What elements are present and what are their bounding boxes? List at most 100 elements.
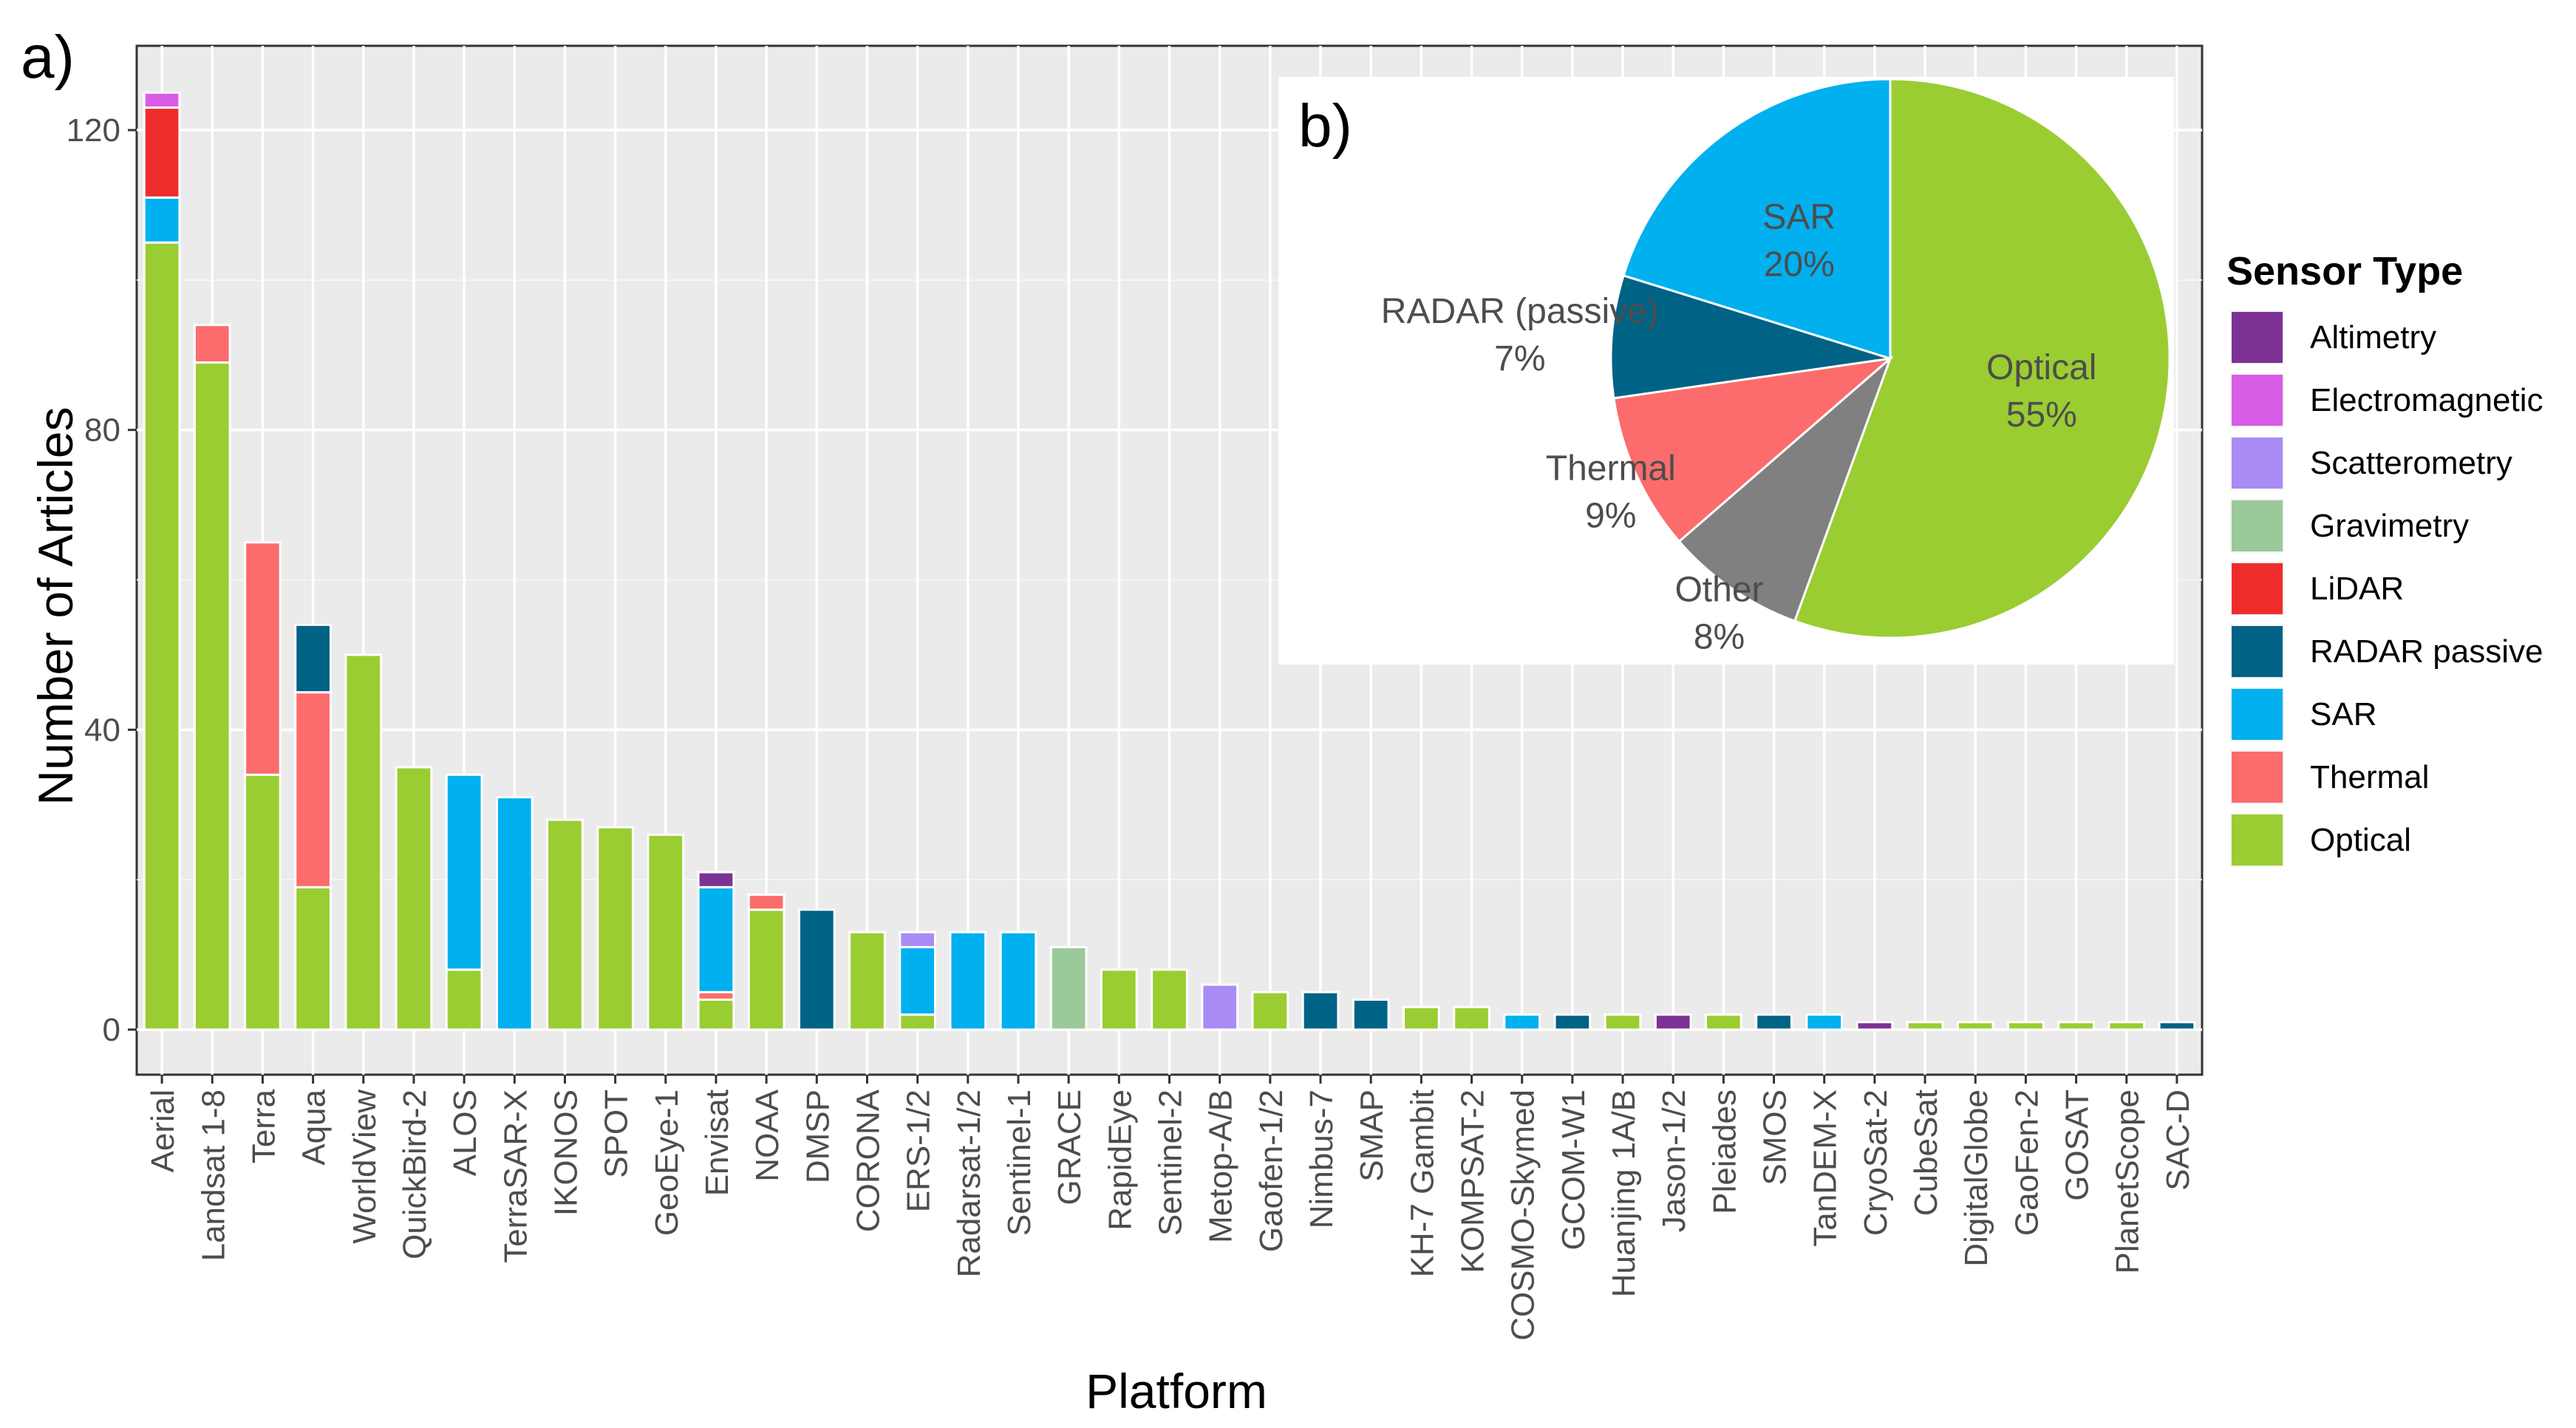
x-tick-label: PlanetScope (2110, 1089, 2146, 1274)
bar-segment-grace-gravimetry (1049, 945, 1088, 1031)
bar-segment-landsat-1-8-thermal (193, 324, 231, 364)
x-tick-label: Metop-A/B (1203, 1089, 1239, 1243)
panel-b-label: b) (1298, 92, 1352, 160)
bar-segment-envisat-thermal (697, 990, 735, 1001)
bar-segment-aqua-radar_passive (294, 623, 332, 694)
x-tick-label: Huanjing 1A/B (1606, 1089, 1642, 1297)
bar-segment-landsat-1-8-optical (193, 361, 231, 1031)
bar-segment-aerial-optical (143, 241, 181, 1031)
bar-segment-kh-7-gambit-optical (1402, 1006, 1440, 1031)
legend-swatch-radar_passive (2232, 626, 2283, 677)
bar-segment-ikonos-optical (546, 818, 584, 1031)
bar-segment-noaa-thermal (747, 893, 786, 911)
bar-segment-huanjing-1a-b-optical (1604, 1013, 1642, 1031)
bar-segment-tandem-x-sar (1805, 1013, 1844, 1031)
x-tick-label: GOSAT (2059, 1089, 2096, 1201)
pie-label-thermal: Thermal (1546, 449, 1676, 489)
bar-segment-pleiades-optical (1705, 1013, 1742, 1031)
bar-segment-gaofen-2-optical (2007, 1021, 2045, 1031)
bar-segment-aerial-sar (143, 196, 181, 244)
pie-percent-optical: 55% (2006, 395, 2077, 435)
bar-segment-kompsat-2-optical (1453, 1006, 1490, 1031)
bar-segment-alos-sar (445, 773, 483, 971)
pie-slice-optical (1793, 78, 2171, 639)
legend-label-electromagnetic: Electromagnetic (2310, 382, 2543, 418)
x-tick-label: Nimbus-7 (1304, 1089, 1340, 1228)
legend-swatch-thermal (2232, 752, 2283, 803)
y-tick-label: 40 (84, 712, 120, 748)
x-tick-label: Aqua (296, 1089, 333, 1165)
legend: Altimetry Electromagnetic Scatterometry Gra… (2230, 310, 2543, 867)
bar-segment-terra-thermal (244, 541, 282, 776)
x-tick-label: WorldView (347, 1089, 383, 1244)
x-tick-label: KOMPSAT-2 (1455, 1089, 1491, 1274)
x-tick-label: CORONA (850, 1089, 886, 1232)
x-tick-label: Pleiades (1706, 1089, 1742, 1214)
pie-percent-radar_passive: 7% (1494, 339, 1545, 378)
bar-segment-aerial-electromagnetic (143, 91, 181, 109)
legend-label-altimetry: Altimetry (2310, 319, 2436, 356)
x-tick-label: QuickBird-2 (397, 1089, 433, 1259)
bar-segment-rapideye-optical (1100, 968, 1138, 1031)
legend-label-gravimetry: Gravimetry (2310, 508, 2469, 544)
bar-segment-worldview-optical (344, 653, 383, 1031)
legend-label-radar_passive: RADAR passive (2310, 633, 2543, 670)
panel-a-label: a) (21, 24, 75, 91)
bar-segment-aqua-optical (294, 885, 332, 1031)
bars (143, 91, 2196, 1031)
legend-swatch-gravimetry (2232, 500, 2283, 551)
x-tick-label: GaoFen-2 (2008, 1089, 2045, 1236)
legend-label-optical: Optical (2310, 822, 2411, 858)
x-tick-label: Envisat (699, 1089, 735, 1196)
bar-segment-noaa-optical (747, 908, 786, 1031)
x-tick-label: Sentinel-2 (1153, 1089, 1189, 1236)
x-tick-label: COSMO-Skymed (1505, 1089, 1541, 1341)
bar-segment-geoeye-1-optical (647, 833, 685, 1031)
bar-segment-envisat-altimetry (697, 871, 735, 888)
bar-segment-spot-optical (596, 826, 634, 1031)
bar-segment-aqua-thermal (294, 691, 332, 888)
y-axis-title: Number of Articles (28, 407, 83, 805)
bar-segment-ers-1-2-scatterometry (899, 931, 937, 948)
x-tick-label: ALOS (447, 1089, 483, 1176)
x-tick-label: GRACE (1052, 1089, 1088, 1205)
pie-label-radar_passive: RADAR (passive) (1381, 292, 1659, 331)
bar-segment-alos-optical (445, 968, 483, 1031)
x-tick-label: DigitalGlobe (1958, 1089, 1994, 1267)
bar-segment-cosmo-skymed-sar (1503, 1013, 1541, 1031)
legend-swatch-scatterometry (2232, 438, 2283, 489)
x-tick-label: CryoSat-2 (1858, 1089, 1894, 1236)
bar-segment-gosat-optical (2057, 1021, 2095, 1031)
bar-segment-terrasar-x-sar (495, 796, 534, 1031)
pie-chart: Optical 55% Other 8% Thermal 9% RADAR (passive… (1381, 78, 2171, 656)
bar-segment-gaofen-1-2-optical (1251, 990, 1289, 1031)
bar-segment-cryosat-2-altimetry (1856, 1021, 1894, 1031)
pie-label-sar: SAR (1762, 198, 1836, 237)
legend-swatch-optical (2232, 815, 2283, 866)
pie-percent-sar: 20% (1764, 245, 1835, 285)
bar-segment-terra-optical (244, 773, 282, 1031)
x-tick-label: SMOS (1757, 1089, 1793, 1186)
pie-slice-sar (1622, 78, 1892, 361)
pie-label-optical: Optical (1986, 348, 2096, 387)
x-tick-label: Terra (245, 1089, 282, 1163)
x-tick-label: KH-7 Gambit (1404, 1089, 1440, 1277)
bar-segment-smos-radar_passive (1755, 1013, 1793, 1031)
bar-segment-radarsat-1-2-sar (949, 931, 987, 1031)
bar-segment-ers-1-2-sar (899, 945, 937, 1016)
x-axis-title: Platform (1086, 1364, 1267, 1418)
x-tick-label: ERS-1/2 (901, 1089, 937, 1212)
x-tick-label: CubeSat (1908, 1089, 1944, 1216)
bar-segment-envisat-sar (697, 885, 735, 993)
bar-segment-sentinel-2-optical (1151, 968, 1188, 1031)
x-tick-label: DMSP (800, 1089, 836, 1183)
x-tick-label: GeoEye-1 (649, 1089, 685, 1236)
legend-label-thermal: Thermal (2310, 759, 2429, 795)
pie-slice-other (1677, 355, 1893, 623)
legend-swatch-electromagnetic (2232, 375, 2283, 426)
bar-segment-metop-a-b-scatterometry (1201, 983, 1239, 1031)
x-tick-label: TanDEM-X (1807, 1089, 1844, 1247)
bar-segment-jason-1-2-altimetry (1654, 1013, 1692, 1031)
bar-segment-aerial-lidar (143, 106, 181, 199)
legend-label-scatterometry: Scatterometry (2310, 445, 2512, 481)
